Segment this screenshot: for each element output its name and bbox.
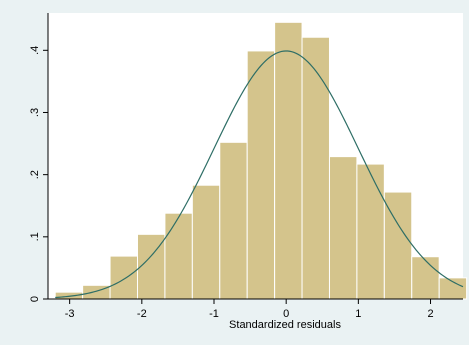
histogram-bar-14 xyxy=(438,277,468,300)
x-tick-label-3: 0 xyxy=(283,308,289,320)
histogram-bar-2 xyxy=(109,255,138,300)
y-tick-label-0: 0 xyxy=(29,296,41,302)
y-tick-label-2: .2 xyxy=(29,170,41,179)
x-axis-ticks: -3 -2 -1 0 1 2 xyxy=(65,299,434,320)
histogram-bar-8 xyxy=(274,21,303,300)
histogram-bar-13 xyxy=(411,256,440,300)
histogram-bar-1 xyxy=(82,284,111,300)
y-axis-ticks: 0 .1 .2 .3 .4 xyxy=(29,46,48,302)
histogram-bar-5 xyxy=(191,184,221,300)
histogram-bars xyxy=(54,21,468,300)
x-tick-label-1: -2 xyxy=(137,308,147,320)
x-axis-title: Standardized residuals xyxy=(229,319,341,331)
y-tick-label-1: .1 xyxy=(29,232,41,241)
histogram-bar-3 xyxy=(136,233,166,300)
x-tick-label-0: -3 xyxy=(65,308,75,320)
normal-density-curve xyxy=(55,50,464,299)
histogram-bar-7 xyxy=(246,50,276,300)
histogram-bar-6 xyxy=(219,141,248,300)
y-tick-label-4: .4 xyxy=(29,46,41,55)
histogram-bar-11 xyxy=(356,163,385,300)
histogram-bar-10 xyxy=(328,156,358,300)
histogram-bar-9 xyxy=(301,36,330,300)
x-tick-label-4: 1 xyxy=(355,308,361,320)
y-tick-label-3: .3 xyxy=(29,108,41,117)
x-tick-label-2: -1 xyxy=(209,308,219,320)
x-tick-label-5: 2 xyxy=(427,308,433,320)
histogram-bar-4 xyxy=(164,212,193,300)
